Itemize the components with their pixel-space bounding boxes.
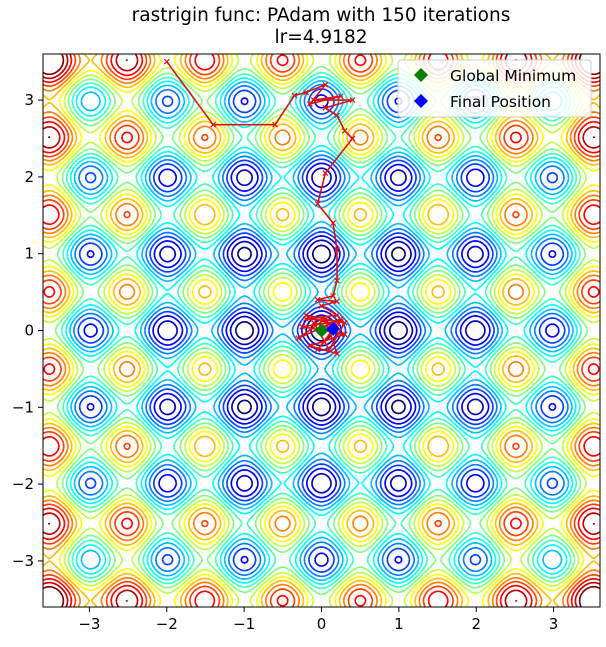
x-tick-label-6: 3 [549,615,559,633]
x-tick-label-1: −2 [156,615,178,633]
path-point-3 [291,92,298,99]
final-position-marker [326,321,341,336]
path-point-2 [272,121,279,128]
contour-line-7 [65,76,578,585]
path-point-1 [210,121,217,128]
path-point-27 [341,331,348,338]
contour-line-5 [73,83,570,578]
x-tick-label-3: 0 [317,615,327,633]
global-minimum-marker [314,323,329,338]
path-point-8 [310,97,317,104]
chart-subtitle: lr=4.9182 [275,27,368,48]
path-point-4 [303,89,309,96]
contour-line-2 [157,167,486,494]
legend-marker-final-position [414,94,428,108]
path-point-11 [334,112,340,119]
path-point-30 [322,316,329,322]
y-tick-label-0: −3 [12,552,34,570]
path-point-9 [349,97,356,104]
path-point-37 [326,346,333,353]
y-tick-label-5: 2 [24,168,34,186]
marker-layer [314,321,341,338]
path-point-31 [295,335,302,342]
path-point-20 [314,296,321,303]
y-tick-label-2: −1 [12,398,34,416]
path-point-18 [334,277,340,284]
contour-line-3 [83,94,560,567]
legend-label-global-minimum: Global Minimum [450,67,576,85]
path-point-36 [341,319,348,326]
path-point-16 [330,220,337,226]
chart-title: rastrigin func: PAdam with 150 iteration… [132,5,511,26]
path-point-14 [322,170,329,176]
path-point-10 [322,104,329,111]
legend-box [397,59,592,118]
x-tick-label-0: −3 [78,615,100,633]
path-point-26 [299,323,306,330]
path-point-0 [163,58,170,65]
contour-line-1 [234,244,409,417]
path-point-15 [314,200,321,207]
y-tick-label-4: 1 [24,245,34,263]
path-point-28 [306,342,313,349]
path-point-19 [330,293,337,299]
x-tick-label-2: −1 [233,615,255,633]
path-line [166,61,354,355]
legend-marker-global-minimum [414,68,428,82]
path-point-13 [349,135,356,142]
contour-line-6 [69,79,574,582]
path-point-5 [322,81,329,88]
legend-label-final-position: Final Position [450,93,551,111]
path-point-25 [337,318,344,325]
path-point-12 [341,127,348,134]
path-point-21 [334,298,340,305]
path-point-7 [337,93,344,100]
path-point-17 [334,246,340,253]
path-point-33 [314,346,321,353]
contour-line-8 [60,71,583,590]
x-tick-label-5: 2 [471,615,481,633]
y-tick-label-6: 3 [24,91,34,109]
x-tick-label-4: 1 [394,615,404,633]
contour-line-14 [43,54,600,607]
y-axis: −3 −2 −1 0 1 2 3 [12,91,43,570]
contour-line-4 [77,88,566,573]
contour-line-9 [54,65,589,596]
y-tick-label-1: −2 [12,475,34,493]
path-point-29 [334,350,340,357]
path-point-35 [303,312,309,319]
y-tick-label-3: 0 [24,322,34,340]
path-point-22 [318,302,325,309]
legend: Global Minimum Final Position [397,59,592,118]
x-axis: −3 −2 −1 0 1 2 3 [78,607,558,633]
path-point-38 [310,319,317,326]
